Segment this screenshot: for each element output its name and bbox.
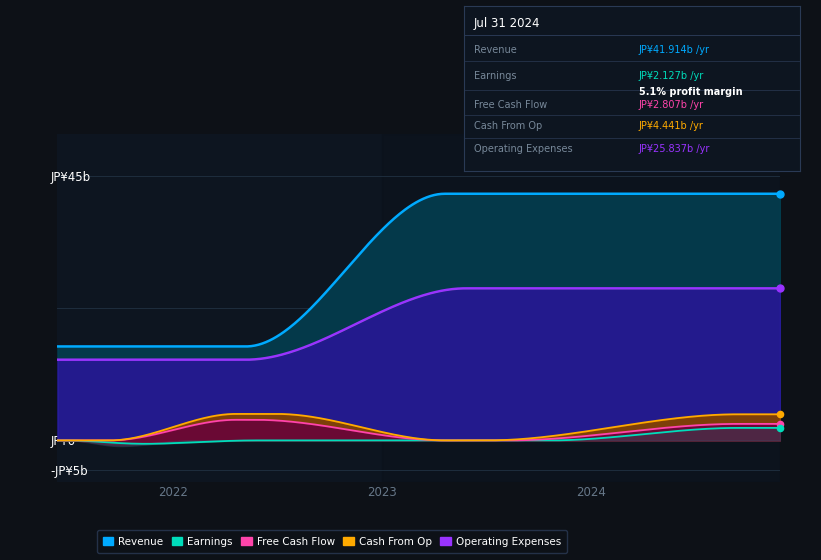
Text: Free Cash Flow: Free Cash Flow	[474, 100, 548, 110]
Text: JP¥4.441b /yr: JP¥4.441b /yr	[639, 121, 704, 131]
Text: JP¥2.127b /yr: JP¥2.127b /yr	[639, 71, 704, 81]
Point	[773, 423, 787, 432]
Text: JP¥25.837b /yr: JP¥25.837b /yr	[639, 144, 710, 155]
Text: Jul 31 2024: Jul 31 2024	[474, 17, 540, 30]
Text: Cash From Op: Cash From Op	[474, 121, 542, 131]
Bar	[382, 134, 780, 482]
Text: JP¥41.914b /yr: JP¥41.914b /yr	[639, 45, 710, 55]
Text: JP¥2.807b /yr: JP¥2.807b /yr	[639, 100, 704, 110]
Point	[773, 284, 787, 293]
Text: Earnings: Earnings	[474, 71, 516, 81]
Text: Operating Expenses: Operating Expenses	[474, 144, 572, 155]
Legend: Revenue, Earnings, Free Cash Flow, Cash From Op, Operating Expenses: Revenue, Earnings, Free Cash Flow, Cash …	[97, 530, 567, 553]
Text: 5.1% profit margin: 5.1% profit margin	[639, 87, 742, 97]
Point	[773, 410, 787, 419]
Point	[773, 419, 787, 428]
Point	[773, 189, 787, 198]
Text: Revenue: Revenue	[474, 45, 516, 55]
